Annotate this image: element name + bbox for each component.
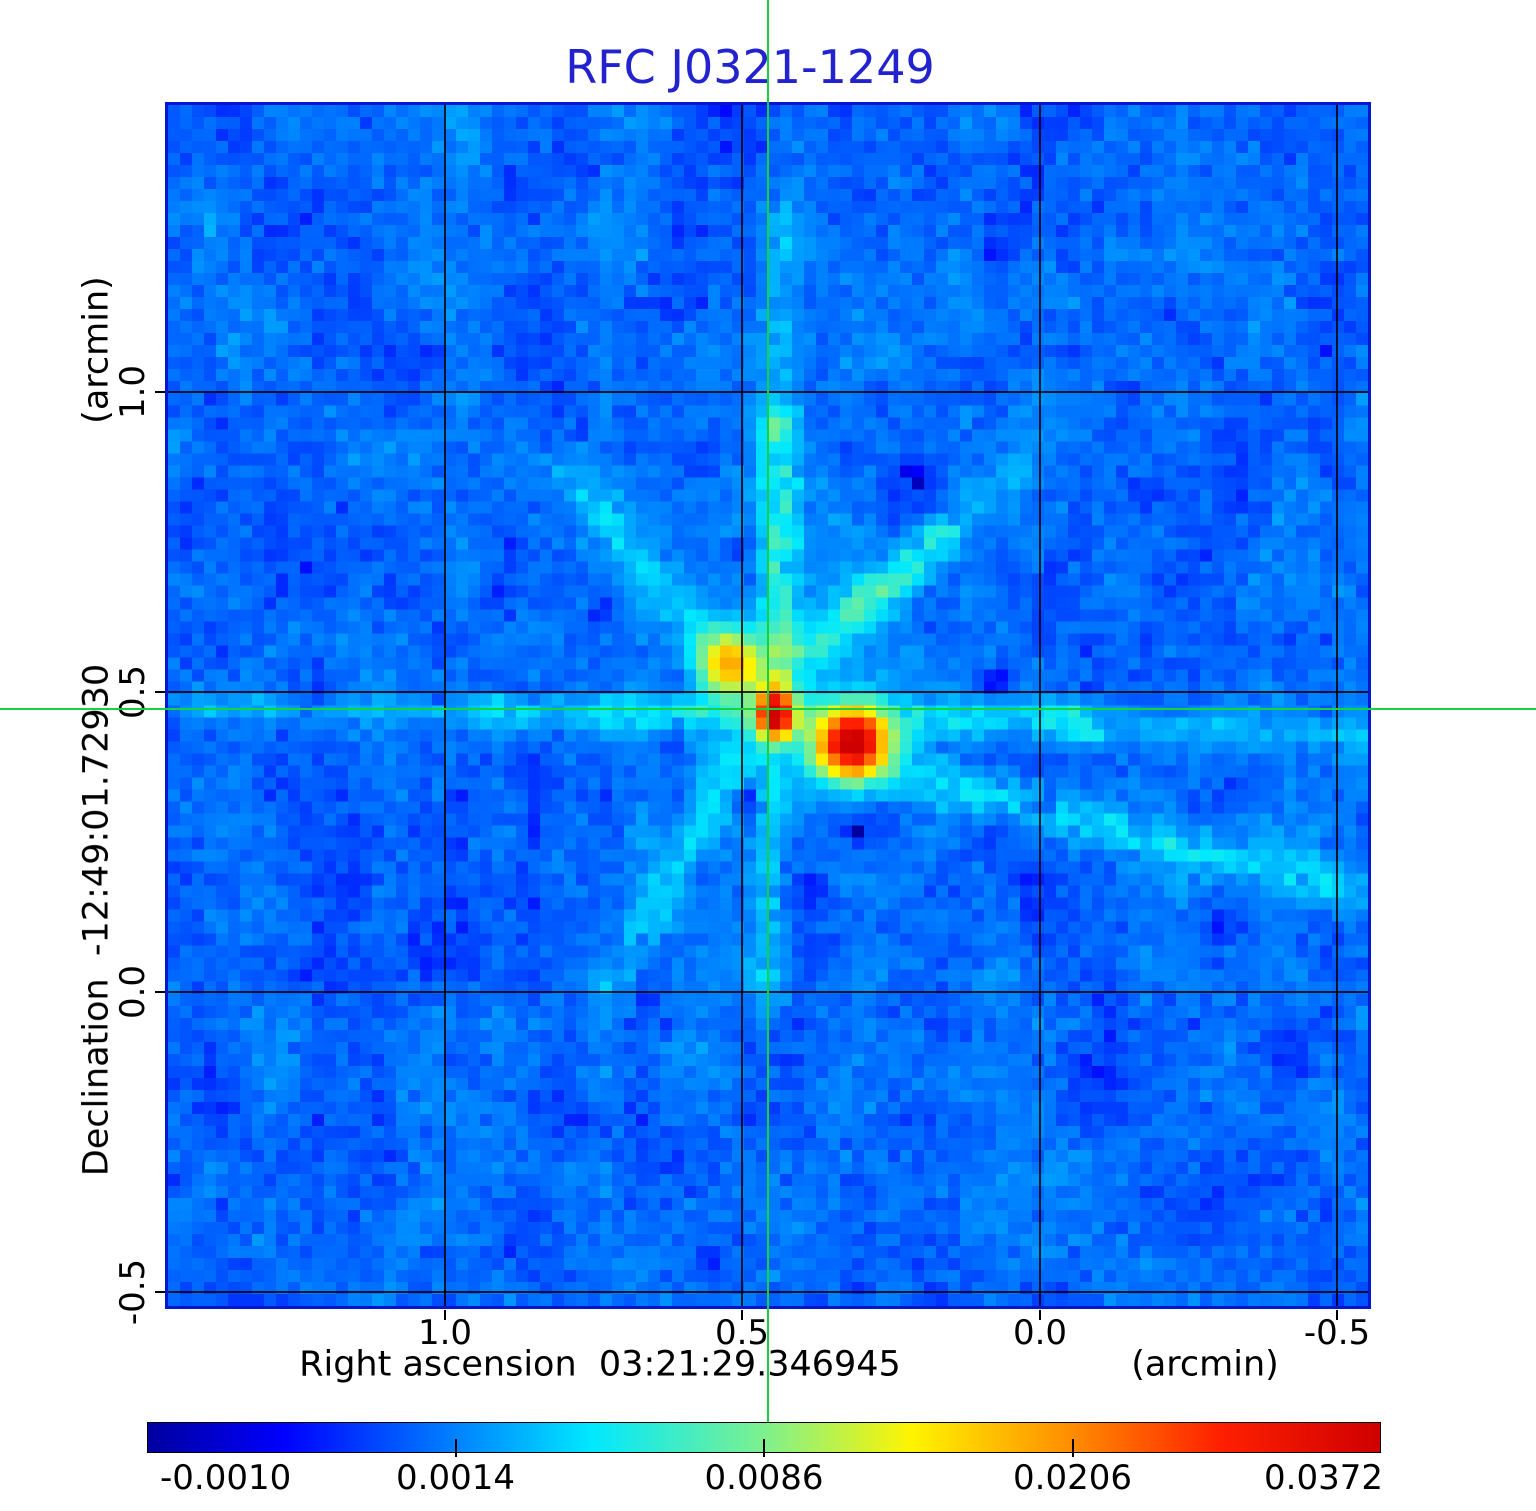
colorbar-label: 0.0086 bbox=[704, 1458, 824, 1498]
y-tick-label: -0.5 bbox=[113, 1258, 153, 1326]
y-axis-tick-mark bbox=[155, 991, 165, 993]
chart-title: RFC J0321-1249 bbox=[565, 40, 935, 94]
x-tick-label: -0.5 bbox=[1303, 1313, 1371, 1353]
y-axis-tick-mark bbox=[155, 691, 165, 693]
colorbar-label: 0.0206 bbox=[1013, 1458, 1132, 1498]
colorbar-tick-mark bbox=[763, 1439, 765, 1457]
y-axis-unit-label: (arcmin) bbox=[76, 276, 117, 424]
x-tick-label: 0.0 bbox=[1012, 1313, 1068, 1353]
x-tick-label: 1.0 bbox=[417, 1313, 473, 1353]
x-axis-tick-mark bbox=[444, 1310, 446, 1320]
x-axis-tick-mark bbox=[741, 1310, 743, 1320]
crosshair-horizontal-line bbox=[0, 708, 1536, 710]
colorbar-label: -0.0010 bbox=[160, 1458, 292, 1498]
grid-line-vertical bbox=[741, 105, 743, 1306]
grid-line-vertical bbox=[1336, 105, 1338, 1306]
x-axis-tick-mark bbox=[1039, 1310, 1041, 1320]
colorbar-tick-mark bbox=[454, 1439, 457, 1457]
y-tick-label: 0.0 bbox=[113, 964, 153, 1020]
x-axis-title: Right ascension 03:21:29.346945 bbox=[299, 1344, 901, 1385]
y-axis-tick-mark bbox=[155, 1291, 165, 1293]
colorbar-label: 0.0014 bbox=[396, 1458, 515, 1498]
x-axis-tick-mark bbox=[1336, 1310, 1338, 1320]
x-tick-label: 0.5 bbox=[714, 1313, 770, 1353]
grid-line-vertical bbox=[444, 105, 446, 1306]
y-axis-tick-mark bbox=[155, 391, 165, 393]
crosshair-vertical-line bbox=[767, 0, 769, 1422]
grid-line-vertical bbox=[1039, 105, 1041, 1306]
y-tick-label: 1.0 bbox=[113, 364, 153, 420]
colorbar-label: 0.0372 bbox=[1264, 1458, 1383, 1498]
y-tick-label: 0.5 bbox=[113, 664, 153, 720]
colorbar-tick-mark bbox=[1071, 1439, 1074, 1457]
x-axis-unit-label: (arcmin) bbox=[1131, 1344, 1279, 1385]
y-axis-title: Declination -12:49:01.72930 bbox=[76, 663, 117, 1177]
